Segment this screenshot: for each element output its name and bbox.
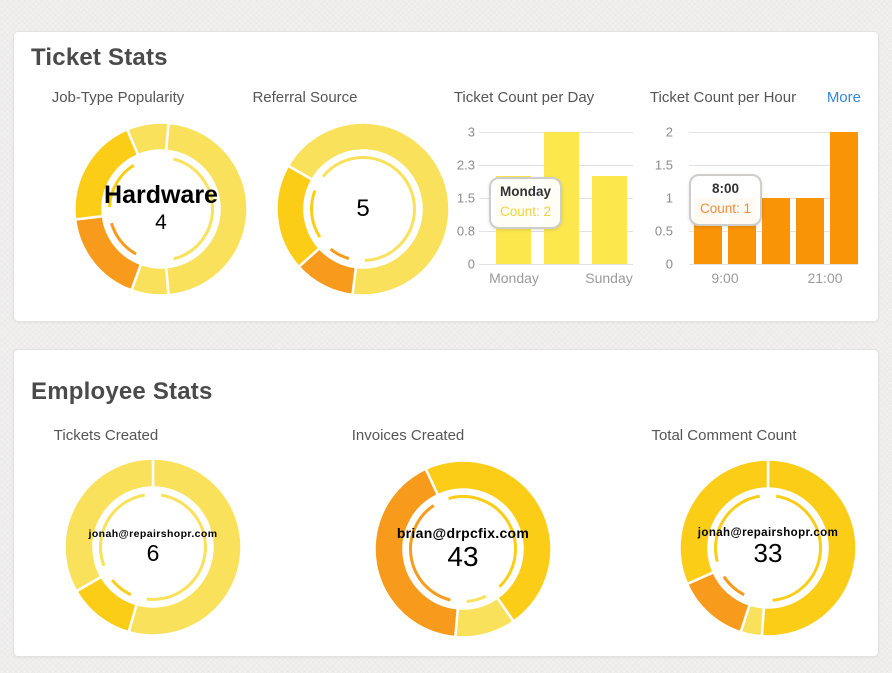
donut-segment[interactable] <box>63 457 155 593</box>
day-chart-x-axis: Monday Sunday <box>479 270 633 290</box>
referral-source-title: Referral Source <box>252 89 358 106</box>
donut-segment[interactable] <box>127 457 243 637</box>
y-tick-label: 1 <box>665 190 673 206</box>
tooltip-title: Monday <box>500 184 552 199</box>
gridline <box>479 263 633 265</box>
donut-inner-ring <box>466 594 487 603</box>
job-type-popularity-title: Job-Type Popularity <box>51 89 185 106</box>
donut-inner-ring <box>329 247 350 260</box>
bar-slot-3[interactable] <box>762 198 790 264</box>
y-tick-label: 1.5 <box>456 190 475 206</box>
ticket-count-per-hour-title: Ticket Count per Hour <box>649 89 797 106</box>
x-category-label: Monday <box>489 270 539 286</box>
donut-segment[interactable] <box>373 467 460 639</box>
donut-inner-ring <box>448 495 517 588</box>
ticket-stats-card: Ticket Stats Job-Type Popularity Referra… <box>13 31 879 322</box>
day-chart-y-axis: 3 2.3 1.5 0.8 0 <box>425 125 475 272</box>
y-tick-label: 0.8 <box>456 223 475 239</box>
tickets-created-donut[interactable]: jonah@repairshopr.com 6 <box>63 457 243 637</box>
tooltip-title: 8:00 <box>712 181 740 196</box>
hour-chart-tooltip: 8:00 Count: 1 <box>689 174 763 226</box>
donut-segment[interactable] <box>275 164 322 269</box>
y-tick-label: 0 <box>467 256 475 272</box>
employee-stats-card: Employee Stats Tickets Created Invoices … <box>13 349 879 657</box>
invoices-created-title: Invoices Created <box>351 427 465 444</box>
y-tick-label: 3 <box>467 124 475 140</box>
more-link[interactable]: More <box>826 89 861 106</box>
bar-slot-4[interactable] <box>796 198 824 264</box>
donut-segment[interactable] <box>125 121 170 157</box>
donut-segment[interactable] <box>678 458 770 586</box>
donut-inner-ring <box>173 157 214 261</box>
donut-segment[interactable] <box>760 458 858 638</box>
day-chart-tooltip: Monday Count: 2 <box>489 177 563 229</box>
donut-segment[interactable] <box>73 127 140 221</box>
y-tick-label: 2 <box>665 124 673 140</box>
x-category-label: Sunday <box>585 270 633 286</box>
job-type-popularity-donut[interactable]: Hardware 4 <box>73 121 249 297</box>
donut-inner-ring <box>110 222 137 256</box>
x-category-label: 9:00 <box>711 270 739 286</box>
donut-segment[interactable] <box>164 121 249 297</box>
hour-chart-y-axis: 2 1.5 1 0.5 0 <box>623 125 673 272</box>
y-tick-label: 2.3 <box>456 157 475 173</box>
bar-21:00[interactable] <box>830 132 858 264</box>
hour-chart-x-axis: 9:00 21:00 <box>689 270 858 290</box>
employee-stats-heading: Employee Stats <box>31 378 213 405</box>
donut-segment[interactable] <box>286 121 451 297</box>
referral-source-donut[interactable]: 5 <box>275 121 451 297</box>
donut-inner-ring <box>99 493 146 567</box>
y-tick-label: 1.5 <box>654 157 673 173</box>
gridline <box>689 131 858 133</box>
total-comment-count-donut[interactable]: jonah@repairshopr.com 33 <box>678 458 858 638</box>
x-category-label: 21:00 <box>807 270 843 286</box>
donut-segment[interactable] <box>685 570 752 634</box>
donut-segment[interactable] <box>73 214 143 292</box>
donut-inner-ring <box>108 164 135 208</box>
donut-segment[interactable] <box>423 459 553 624</box>
donut-inner-ring <box>111 579 132 596</box>
donut-inner-ring <box>321 156 416 262</box>
donut-inner-ring <box>722 575 745 597</box>
invoices-created-donut[interactable]: brian@drpcfix.com 43 <box>373 459 553 639</box>
y-tick-label: 0.5 <box>654 223 673 239</box>
gridline <box>689 164 858 166</box>
donut-inner-ring <box>146 493 207 601</box>
donut-inner-ring <box>772 494 822 602</box>
total-comment-count-title: Total Comment Count <box>651 427 797 444</box>
tooltip-value: Count: 1 <box>700 201 752 217</box>
bar-Sunday[interactable] <box>592 176 627 264</box>
donut-inner-ring <box>714 494 761 562</box>
ticket-stats-heading: Ticket Stats <box>31 44 168 71</box>
ticket-count-per-day-title: Ticket Count per Day <box>453 89 595 106</box>
y-tick-label: 0 <box>665 256 673 272</box>
donut-inner-ring <box>310 190 322 238</box>
gridline <box>689 263 858 265</box>
donut-inner-ring <box>409 504 451 602</box>
tooltip-value: Count: 2 <box>500 204 552 220</box>
tickets-created-title: Tickets Created <box>53 427 159 444</box>
